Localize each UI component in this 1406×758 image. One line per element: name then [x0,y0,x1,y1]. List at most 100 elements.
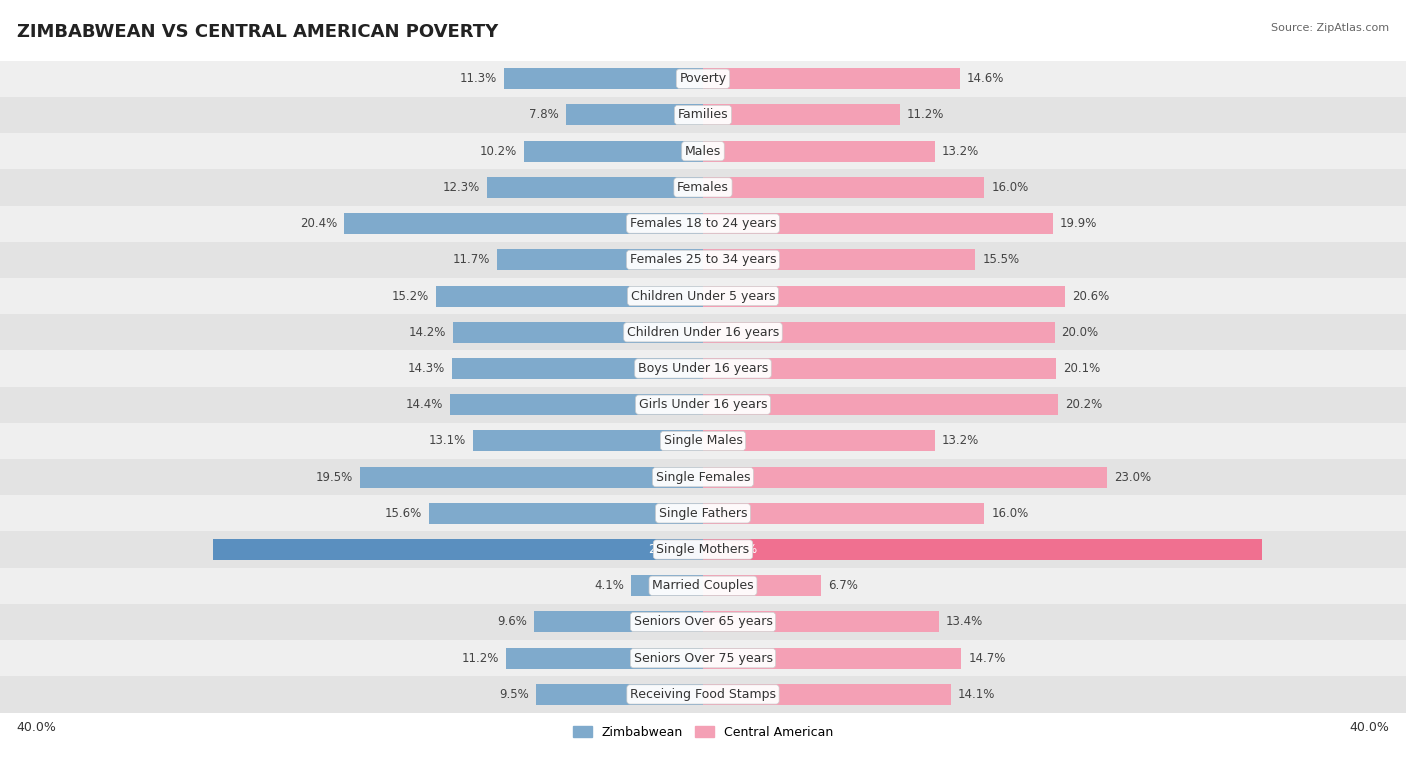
Text: 14.1%: 14.1% [957,688,995,701]
Bar [505,68,703,89]
Text: Females 18 to 24 years: Females 18 to 24 years [630,217,776,230]
Bar [703,321,1054,343]
Text: 11.7%: 11.7% [453,253,491,266]
Text: 14.2%: 14.2% [409,326,447,339]
Bar [703,141,935,161]
Text: 13.2%: 13.2% [942,434,979,447]
Bar [703,647,962,669]
Bar [506,647,703,669]
Text: Poverty: Poverty [679,72,727,85]
Bar [703,431,935,452]
Text: ZIMBABWEAN VS CENTRAL AMERICAN POVERTY: ZIMBABWEAN VS CENTRAL AMERICAN POVERTY [17,23,498,41]
Text: 20.2%: 20.2% [1066,398,1102,411]
Bar [0,495,1406,531]
Bar [703,539,1263,560]
Text: Single Fathers: Single Fathers [659,507,747,520]
Text: Seniors Over 75 years: Seniors Over 75 years [634,652,772,665]
Text: 19.9%: 19.9% [1060,217,1097,230]
Text: 16.0%: 16.0% [991,507,1028,520]
Bar [0,278,1406,314]
Text: 14.3%: 14.3% [408,362,444,375]
Bar [0,242,1406,278]
Text: Single Females: Single Females [655,471,751,484]
Bar [524,141,703,161]
Text: Source: ZipAtlas.com: Source: ZipAtlas.com [1271,23,1389,33]
Text: Families: Families [678,108,728,121]
Bar [0,387,1406,423]
Bar [703,68,960,89]
Text: 11.2%: 11.2% [461,652,499,665]
Bar [0,640,1406,676]
Bar [703,467,1108,487]
Bar [631,575,703,597]
Bar [472,431,703,452]
Text: Females 25 to 34 years: Females 25 to 34 years [630,253,776,266]
Text: 20.0%: 20.0% [1062,326,1098,339]
Bar [0,604,1406,640]
Bar [703,213,1053,234]
Bar [565,105,703,126]
Bar [450,394,703,415]
Text: 6.7%: 6.7% [828,579,858,592]
Bar [498,249,703,271]
Bar [0,133,1406,169]
Bar [344,213,703,234]
Bar [0,459,1406,495]
Text: 11.2%: 11.2% [907,108,945,121]
Text: Seniors Over 65 years: Seniors Over 65 years [634,615,772,628]
Text: 27.9%: 27.9% [648,543,686,556]
Text: Children Under 16 years: Children Under 16 years [627,326,779,339]
Bar [212,539,703,560]
Bar [0,97,1406,133]
Bar [486,177,703,198]
Text: 9.5%: 9.5% [499,688,529,701]
Bar [0,205,1406,242]
Bar [703,684,950,705]
Text: 40.0%: 40.0% [17,721,56,735]
Text: 15.2%: 15.2% [392,290,429,302]
Bar [703,612,939,632]
Text: 12.3%: 12.3% [443,181,479,194]
Text: 13.1%: 13.1% [429,434,465,447]
Bar [436,286,703,306]
Text: Single Males: Single Males [664,434,742,447]
Text: Receiving Food Stamps: Receiving Food Stamps [630,688,776,701]
Bar [534,612,703,632]
Text: 15.6%: 15.6% [385,507,422,520]
Text: 16.0%: 16.0% [991,181,1028,194]
Bar [703,394,1057,415]
Bar [0,350,1406,387]
Bar [360,467,703,487]
Text: 14.6%: 14.6% [967,72,1004,85]
Text: 23.0%: 23.0% [1114,471,1152,484]
Bar [703,575,821,597]
Text: 14.7%: 14.7% [969,652,1005,665]
Text: 13.4%: 13.4% [945,615,983,628]
Bar [0,568,1406,604]
Text: 14.4%: 14.4% [405,398,443,411]
Bar [454,321,703,343]
Text: 4.1%: 4.1% [595,579,624,592]
Text: 9.6%: 9.6% [498,615,527,628]
Legend: Zimbabwean, Central American: Zimbabwean, Central American [568,721,838,744]
Bar [703,358,1056,379]
Bar [703,503,984,524]
Text: Married Couples: Married Couples [652,579,754,592]
Text: Single Mothers: Single Mothers [657,543,749,556]
Bar [0,169,1406,205]
Text: 10.2%: 10.2% [479,145,517,158]
Bar [0,676,1406,713]
Text: Males: Males [685,145,721,158]
Text: 20.4%: 20.4% [301,217,337,230]
Bar [0,314,1406,350]
Text: Boys Under 16 years: Boys Under 16 years [638,362,768,375]
Bar [536,684,703,705]
Bar [703,177,984,198]
Text: 40.0%: 40.0% [1350,721,1389,735]
Text: Girls Under 16 years: Girls Under 16 years [638,398,768,411]
Text: 7.8%: 7.8% [529,108,560,121]
Text: 20.1%: 20.1% [1063,362,1101,375]
Text: 13.2%: 13.2% [942,145,979,158]
Text: 11.3%: 11.3% [460,72,498,85]
Bar [703,286,1066,306]
